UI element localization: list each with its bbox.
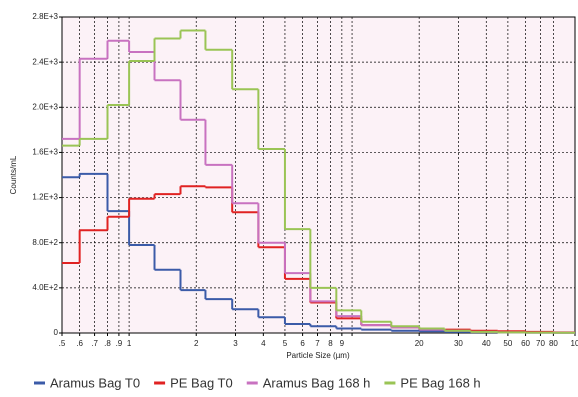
y-tick-label: 1.6E+3: [32, 148, 58, 157]
x-tick-label: 4: [261, 339, 266, 348]
x-tick-label: .8: [104, 339, 111, 348]
legend-label: PE Bag T0: [170, 375, 233, 390]
y-tick-label: 0: [54, 328, 59, 337]
x-tick-label: 7: [315, 339, 320, 348]
x-tick-label: 50: [503, 339, 512, 348]
x-tick-label: 40: [482, 339, 491, 348]
x-tick-label: .5: [59, 339, 66, 348]
y-axis-label: Counts/mL: [9, 155, 18, 194]
x-tick-label: 5: [283, 339, 288, 348]
plot-area: [61, 16, 576, 334]
x-tick-label: 20: [415, 339, 424, 348]
y-tick-label: 4.0E+2: [32, 283, 58, 292]
legend-label: PE Bag 168 h: [400, 375, 480, 390]
y-tick-label: 2.8E+3: [32, 12, 58, 21]
x-tick-label: 30: [454, 339, 463, 348]
x-tick-label: .6: [76, 339, 83, 348]
x-tick-label: 10: [571, 339, 578, 348]
x-tick-label: 3: [233, 339, 238, 348]
y-tick-label: 8.0E+2: [32, 238, 58, 247]
legend-label: Aramus Bag T0: [50, 375, 140, 390]
legend-label: Aramus Bag 168 h: [263, 375, 371, 390]
x-tick-label: 6: [300, 339, 305, 348]
x-tick-label: .9: [116, 339, 123, 348]
x-tick-label: 1: [127, 339, 132, 348]
x-tick-label: .7: [91, 339, 98, 348]
x-tick-label: 8: [328, 339, 333, 348]
y-tick-label: 2.0E+3: [32, 102, 58, 111]
y-tick-label: 2.4E+3: [32, 57, 58, 66]
x-axis-label: Particle Size (µm): [286, 351, 350, 360]
y-tick-label: 1.2E+3: [32, 193, 58, 202]
x-tick-label: 2: [194, 339, 199, 348]
x-tick-label: 60: [521, 339, 530, 348]
x-tick-label: 9: [340, 339, 345, 348]
x-tick-label: 80: [549, 339, 558, 348]
x-tick-label: 70: [536, 339, 545, 348]
